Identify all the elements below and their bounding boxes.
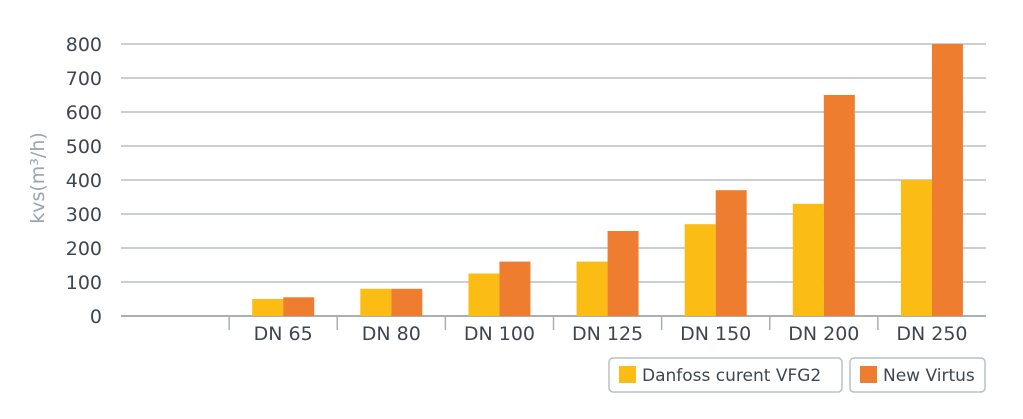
- bar-vfg2-dn65: [252, 299, 284, 316]
- legend: Danfoss curent VFG2 New Virtus: [608, 357, 986, 393]
- bar-vfg2-dn200: [792, 203, 824, 316]
- gridlines: [121, 43, 986, 317]
- y-tick-label: 700: [66, 68, 102, 90]
- bar-virtus-dn100: [499, 261, 531, 316]
- y-axis-label: kvs(m³/h): [27, 132, 49, 224]
- x-tick-label: DN 250: [896, 323, 967, 345]
- legend-box: [608, 357, 843, 393]
- y-tick-label: 200: [66, 238, 102, 260]
- bar-virtus-dn200: [823, 95, 855, 316]
- legend-item-vfg2: Danfoss curent VFG2: [608, 357, 843, 393]
- x-tick-label: DN 80: [362, 323, 421, 345]
- y-axis-ticks: 0 100 200 300 400 500 600 700 800: [66, 34, 102, 328]
- bar-vfg2-dn150: [684, 224, 716, 316]
- bar-virtus-dn80: [391, 288, 423, 316]
- legend-label: New Virtus: [883, 366, 975, 386]
- x-tick-label: DN 100: [464, 323, 535, 345]
- y-tick-label: 800: [66, 34, 102, 56]
- legend-swatch: [860, 366, 877, 383]
- x-tick-label: DN 150: [680, 323, 751, 345]
- y-tick-label: 0: [90, 306, 102, 328]
- y-tick-label: 500: [66, 136, 102, 158]
- bar-virtus-dn65: [283, 297, 315, 316]
- bar-vfg2-dn100: [468, 273, 500, 316]
- y-tick-label: 600: [66, 102, 102, 124]
- bar-vfg2-dn250: [900, 180, 932, 316]
- x-tick-label: DN 65: [254, 323, 313, 345]
- y-tick-label: 300: [66, 204, 102, 226]
- bar-virtus-dn250: [931, 44, 963, 316]
- legend-label: Danfoss curent VFG2: [642, 366, 821, 386]
- bar-vfg2-dn125: [576, 261, 608, 316]
- x-tick-label: DN 125: [572, 323, 643, 345]
- legend-swatch: [619, 366, 636, 383]
- x-axis: DN 65 DN 80 DN 100 DN 125 DN 150 DN 200 DN 250: [228, 316, 968, 345]
- bars: [252, 44, 963, 316]
- bar-virtus-dn150: [715, 190, 747, 316]
- bar-vfg2-dn80: [360, 288, 392, 316]
- legend-item-virtus: New Virtus: [849, 357, 986, 393]
- x-tick-label: DN 200: [788, 323, 859, 345]
- bar-virtus-dn125: [607, 231, 639, 316]
- legend-box: [849, 357, 986, 393]
- y-tick-label: 400: [66, 170, 102, 192]
- y-tick-label: 100: [66, 272, 102, 294]
